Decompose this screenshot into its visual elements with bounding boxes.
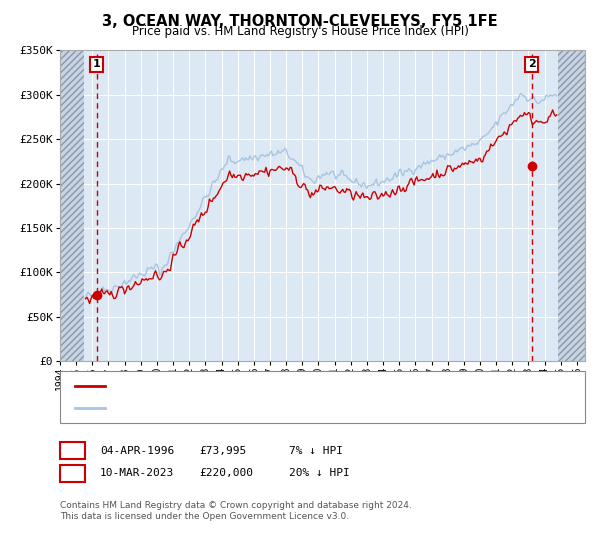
Bar xyxy=(60,50,84,361)
Text: 3, OCEAN WAY, THORNTON-CLEVELEYS, FY5 1FE (detached house): 3, OCEAN WAY, THORNTON-CLEVELEYS, FY5 1F… xyxy=(111,381,473,391)
Text: 2: 2 xyxy=(69,468,76,478)
Text: 04-APR-1996: 04-APR-1996 xyxy=(100,446,175,456)
Text: Contains HM Land Registry data © Crown copyright and database right 2024.
This d: Contains HM Land Registry data © Crown c… xyxy=(60,501,412,521)
Bar xyxy=(558,50,585,361)
Text: £73,995: £73,995 xyxy=(199,446,247,456)
Text: 1: 1 xyxy=(92,59,100,69)
Text: 10-MAR-2023: 10-MAR-2023 xyxy=(100,468,175,478)
Text: Price paid vs. HM Land Registry's House Price Index (HPI): Price paid vs. HM Land Registry's House … xyxy=(131,25,469,38)
Text: 1: 1 xyxy=(69,446,76,456)
Text: 2: 2 xyxy=(527,59,535,69)
Text: £220,000: £220,000 xyxy=(199,468,253,478)
Text: 3, OCEAN WAY, THORNTON-CLEVELEYS, FY5 1FE: 3, OCEAN WAY, THORNTON-CLEVELEYS, FY5 1F… xyxy=(102,14,498,29)
Text: 7% ↓ HPI: 7% ↓ HPI xyxy=(289,446,343,456)
Text: 20% ↓ HPI: 20% ↓ HPI xyxy=(289,468,350,478)
Text: HPI: Average price, detached house, Wyre: HPI: Average price, detached house, Wyre xyxy=(111,403,361,413)
